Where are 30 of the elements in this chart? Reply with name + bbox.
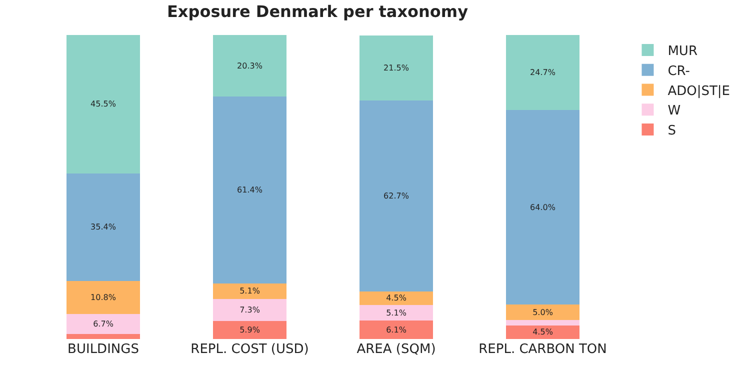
x-tick-label: AREA (SQM) [356,342,436,357]
bar [506,110,580,305]
chart-title: Exposure Denmark per taxonomy [167,2,469,21]
legend-label: MUR [668,44,698,60]
bar [360,35,433,101]
bar [360,304,433,320]
bar [360,291,433,305]
bar [213,321,286,339]
x-tick-label: REPL. CARBON TON [478,342,607,357]
bar [506,320,580,326]
legend-label: ADO|ST|E [668,84,730,99]
legend-label: W [668,104,681,119]
bar [66,280,140,314]
bar [360,100,433,292]
legend-label: CR- [668,64,690,79]
bar [66,334,140,339]
bar [506,35,580,110]
bar [213,96,286,284]
legend-label: S [668,124,676,139]
bar [66,35,140,174]
bar [360,320,433,339]
bar [506,325,580,339]
bar [66,173,140,281]
bar [213,283,286,299]
bar [506,304,580,320]
x-tick-label: BUILDINGS [68,342,139,357]
bar [213,298,286,322]
x-tick-label: REPL. COST (USD) [190,342,309,357]
bar [66,314,140,334]
bar [213,35,286,97]
